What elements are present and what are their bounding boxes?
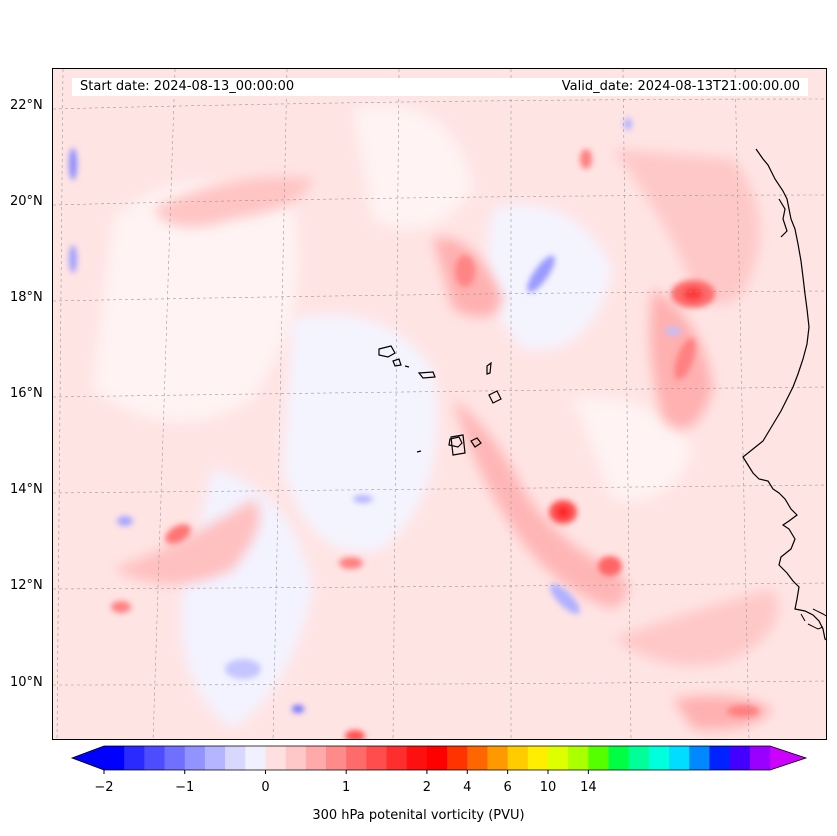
- lat-label: 22°N: [10, 98, 43, 113]
- colorbar-swatch: [204, 746, 226, 770]
- colorbar-swatch: [467, 746, 488, 770]
- colorbar-swatch: [245, 746, 266, 770]
- colorbar-swatch: [305, 746, 327, 770]
- colorbar-swatch: [527, 746, 549, 770]
- colorbar-swatch: [406, 746, 428, 770]
- colorbar-tick-label: 10: [539, 780, 557, 795]
- lat-label: 20°N: [10, 194, 43, 209]
- colorbar-label: 300 hPa potenital vorticity (PVU): [312, 808, 525, 823]
- lat-label: 16°N: [10, 386, 43, 401]
- graticule: [53, 69, 826, 739]
- pv-field-map: [53, 69, 826, 739]
- colorbar-swatch: [648, 746, 670, 770]
- colorbar-swatch: [326, 746, 347, 770]
- valid-date-label: Valid_date: 2024-08-13T21:00:00.00: [561, 79, 800, 94]
- colorbar-swatch: [447, 746, 468, 770]
- colorbar-swatch: [507, 746, 529, 770]
- colorbar-swatch: [164, 746, 186, 770]
- colorbar-swatch: [225, 746, 246, 770]
- colorbar-tick-label: 1: [342, 780, 351, 795]
- colorbar-swatch: [265, 746, 287, 770]
- colorbar-swatch: [386, 746, 408, 770]
- colorbar-swatch: [144, 746, 166, 770]
- colorbar-extend-min: [72, 746, 104, 770]
- colorbar-swatch: [588, 746, 610, 770]
- cape-verde-islands: [378, 345, 502, 456]
- colorbar-swatch: [689, 746, 710, 770]
- colorbar-tick-label: 6: [503, 780, 512, 795]
- colorbar-swatch: [729, 746, 751, 770]
- lat-label: 14°N: [10, 482, 43, 497]
- colorbar-swatch: [608, 746, 630, 770]
- start-date-label: Start date: 2024-08-13_00:00:00: [80, 79, 295, 94]
- colorbar-extend-max: [770, 746, 806, 770]
- colorbar-swatch: [346, 746, 367, 770]
- colorbar-swatch: [548, 746, 569, 770]
- lat-label: 18°N: [10, 290, 43, 305]
- colorbar-swatch: [426, 746, 448, 770]
- colorbar-swatch: [104, 746, 125, 770]
- colorbar-swatch: [709, 746, 731, 770]
- colorbar: [70, 745, 808, 774]
- colorbar-swatch: [628, 746, 650, 770]
- colorbar-tick-label: 14: [580, 780, 597, 795]
- pv-high-cores: [111, 149, 759, 739]
- colorbar-tick-label: 4: [463, 780, 472, 795]
- colorbar-swatch: [487, 746, 509, 770]
- colorbar-swatch: [669, 746, 690, 770]
- lat-label: 12°N: [10, 578, 43, 593]
- colorbar-swatch: [184, 746, 206, 770]
- coastline-detail: [778, 198, 788, 238]
- pv-negative-regions: [69, 118, 681, 713]
- coastline-islands: [800, 608, 826, 630]
- lat-label: 10°N: [10, 675, 43, 690]
- pv-low-regions: [93, 105, 693, 729]
- colorbar-tick-label: −1: [175, 780, 195, 795]
- colorbar-swatch: [124, 746, 145, 770]
- africa-coastline: [742, 148, 826, 641]
- colorbar-swatch: [285, 746, 307, 770]
- colorbar-tick-label: 0: [261, 780, 270, 795]
- colorbar-swatch: [366, 746, 388, 770]
- colorbar-swatch: [749, 746, 771, 770]
- colorbar-tick-label: 2: [422, 780, 432, 795]
- colorbar-swatch: [568, 746, 589, 770]
- map-panel: [52, 68, 827, 740]
- colorbar-tick-label: −2: [94, 780, 114, 795]
- info-bar: Start date: 2024-08-13_00:00:00 Valid_da…: [72, 78, 808, 96]
